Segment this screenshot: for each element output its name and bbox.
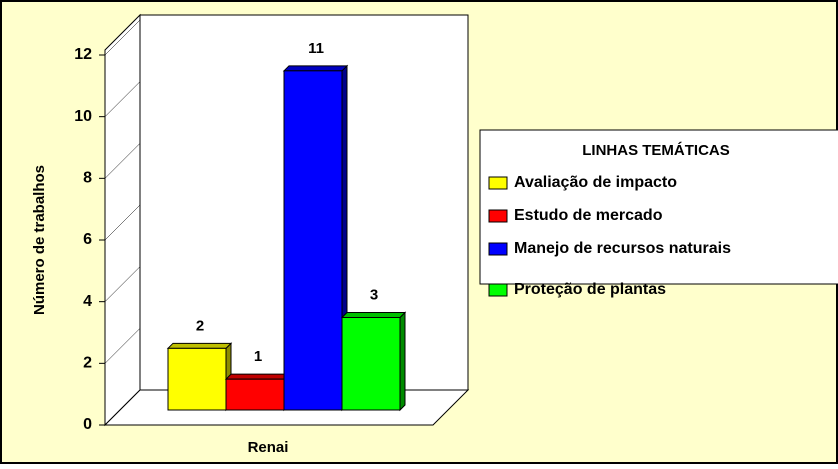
grid-line [104,204,141,241]
legend-swatch [488,209,508,223]
bar-side [399,311,406,412]
data-label: 3 [370,286,378,303]
y-tick-label: 6 [83,231,92,248]
grid-line [104,81,141,117]
grid-line [104,389,141,426]
y-tick-label: 0 [83,416,92,433]
bar-top [340,312,407,318]
bar [225,378,285,411]
data-label: 2 [196,317,204,334]
legend-title: LINHAS TEMÁTICAS [582,142,730,159]
y-tick-label: 12 [74,46,92,63]
y-tick-label: 2 [83,355,92,372]
x-tick-label: Renai [248,439,289,456]
y-tick-label: 10 [74,108,92,125]
bar-top [166,342,233,349]
legend-swatch [488,176,508,190]
legend-label: Manejo de recursos naturais [514,240,731,257]
grid-line [104,266,141,302]
data-label: 11 [308,40,324,57]
grid-line [104,328,141,364]
bar [167,347,227,411]
bar-top [282,65,349,72]
legend [479,129,838,285]
grid-line [104,143,141,179]
legend-label: Proteção de plantas [514,281,666,298]
legend-swatch [488,283,508,297]
legend-label: Avaliação de impacto [514,174,677,191]
legend-label: Estudo de mercado [514,207,663,224]
data-label: 1 [254,348,262,365]
bar [341,317,401,411]
y-axis-label: Número de trabalhos [31,165,48,315]
grid-line [104,19,141,56]
y-tick-label: 4 [83,293,92,310]
y-tick-label: 8 [83,170,92,187]
side-wall [104,13,141,427]
bar [283,70,343,411]
legend-swatch [488,242,508,256]
bar-top [224,373,291,380]
